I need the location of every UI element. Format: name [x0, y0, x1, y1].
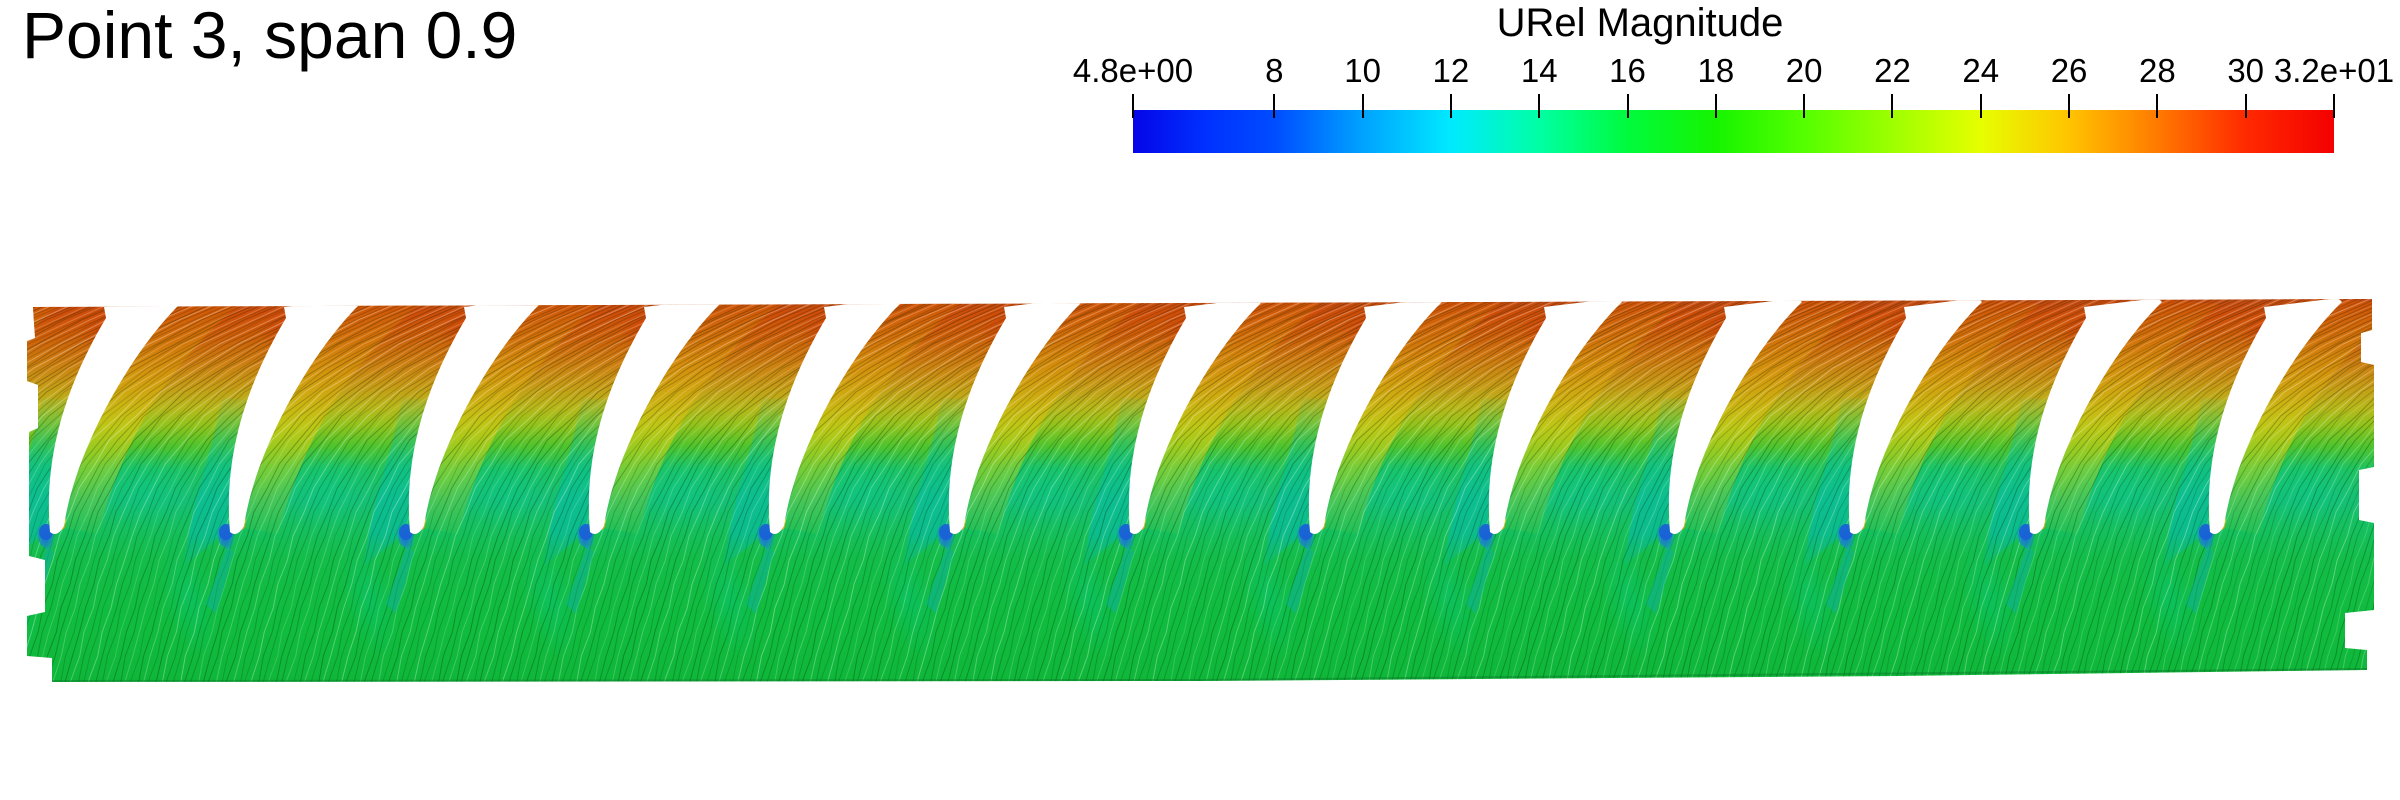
- colorbar-tick-label: 12: [1432, 52, 1470, 89]
- wake-core: [579, 524, 593, 540]
- colorbar-tick-line: [2244, 94, 2247, 118]
- colorbar-tick-label: 20: [1785, 52, 1823, 89]
- wake-core: [1119, 524, 1133, 540]
- colorbar-tick-label: 18: [1697, 52, 1735, 89]
- wake-core: [399, 524, 413, 540]
- wake-core: [1659, 524, 1673, 540]
- blades: [0, 298, 2342, 534]
- colorbar: URel Magnitude 4.8e+00 8 10 12 14 16 18 20 22 24 2…: [0, 0, 2400, 175]
- blade: [1848, 299, 1982, 534]
- colorbar-tick-label: 22: [1874, 52, 1911, 89]
- colorbar-tick-line: [1132, 94, 1134, 118]
- colorbar-tick-line: [1891, 94, 1894, 118]
- colorbar-tick-line: [1449, 94, 1452, 118]
- colorbar-tick-label: 8: [1265, 52, 1284, 89]
- wake-tail: [746, 546, 774, 614]
- colorbar-tick-label: 30: [2227, 52, 2265, 89]
- view-title: Point 3, span 0.9: [22, 0, 518, 72]
- blade: [1488, 299, 1622, 534]
- wake-tail: [566, 546, 594, 614]
- colorbar-tick-line: [2156, 94, 2159, 118]
- wake-tail: [1646, 546, 1674, 614]
- wake-tail: [1826, 546, 1854, 614]
- colorbar-tick-label: 3.2e+01: [2273, 52, 2395, 89]
- colorbar-tick-line: [1273, 94, 1276, 118]
- colorbar-tick-line: [2068, 94, 2071, 118]
- wake-core: [219, 524, 233, 540]
- blade: [2028, 299, 2162, 534]
- blade: [1128, 299, 1262, 534]
- colorbar-tick-line: [2333, 94, 2335, 118]
- colorbar-title: URel Magnitude: [1496, 1, 1784, 45]
- colorbar-tick-label: 24: [1962, 52, 2000, 89]
- colorbar-tick-line: [1979, 94, 1982, 118]
- blade: [1308, 299, 1442, 534]
- wake-tail: [1466, 546, 1494, 614]
- wake-core: [759, 524, 773, 540]
- colorbar-tick-line: [1538, 94, 1541, 118]
- wake-core: [2019, 524, 2033, 540]
- colorbar-tick-label: 26: [2050, 52, 2088, 89]
- colorbar-tick-line: [1361, 94, 1364, 118]
- colorbar-tick-label: 28: [2139, 52, 2176, 89]
- wake-tail: [926, 546, 954, 614]
- colorbar-tick-line: [1626, 94, 1629, 118]
- wake-core: [39, 524, 53, 540]
- colorbar-tick-label: 10: [1344, 52, 1381, 89]
- wake-tail: [2186, 546, 2214, 614]
- blade: [2208, 299, 2342, 534]
- wake-core: [1299, 524, 1313, 540]
- wake-tail: [206, 546, 234, 614]
- colorbar-tick-label: 14: [1520, 52, 1558, 89]
- blade: [948, 299, 1082, 534]
- colorbar-tick-label: 4.8e+00: [1072, 52, 1194, 89]
- domain-bottom-edge: [51, 668, 2368, 682]
- colorbar-tick-line: [1714, 94, 1717, 118]
- wake-tail: [386, 546, 414, 614]
- wake-core: [1839, 524, 1853, 540]
- colorbar-ticks: 4.8e+00 8 10 12 14 16 18 20 22 24 26 28 30 3.2e+01: [1073, 0, 2394, 165]
- wake-tail: [1106, 546, 1134, 614]
- blade: [48, 299, 182, 534]
- blade: [228, 299, 362, 534]
- wake-tail: [2006, 546, 2034, 614]
- blade: [588, 299, 722, 534]
- wake-core: [939, 524, 953, 540]
- blade: [1668, 299, 1802, 534]
- blade: [408, 299, 542, 534]
- colorbar-tick-label: 16: [1609, 52, 1646, 89]
- colorbar-gradient: [1133, 110, 2334, 153]
- wake-core: [2199, 524, 2213, 540]
- blade: [768, 299, 902, 534]
- wake-tail: [1286, 546, 1314, 614]
- colorbar-tick-line: [1803, 94, 1806, 118]
- blade: [0, 298, 2, 534]
- wake-core: [1479, 524, 1493, 540]
